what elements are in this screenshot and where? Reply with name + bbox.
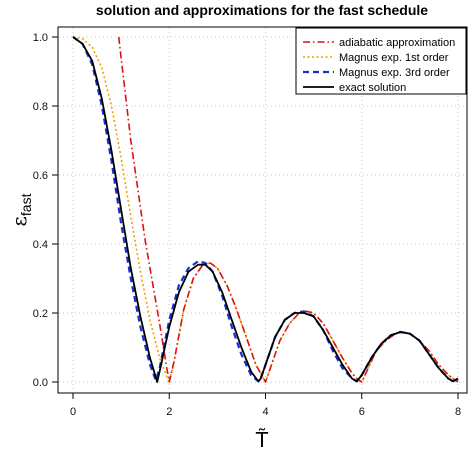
y-tick-label: 0.6 (33, 170, 48, 182)
legend-label: exact solution (339, 82, 406, 94)
x-axis-label: T̃ (255, 428, 269, 452)
y-tick-label: 0.8 (33, 101, 48, 113)
y-axis-subscript: fast (18, 193, 34, 216)
y-tick-label: 0.0 (33, 377, 48, 389)
series-lines (72, 36, 459, 383)
y-axis-symbol: ε (7, 216, 31, 226)
y-tick-label: 0.2 (33, 308, 48, 320)
legend-label: adiabatic approximation (339, 37, 455, 49)
x-tick-label: 0 (70, 406, 76, 418)
y-axis-label-text: εfast (7, 193, 34, 226)
x-tick-label: 6 (359, 406, 365, 418)
y-tick-label: 1.0 (33, 32, 48, 44)
x-tick-label: 4 (262, 406, 268, 418)
legend-label: Magnus exp. 3rd order (339, 67, 450, 79)
legend-label: Magnus exp. 1st order (339, 52, 449, 64)
legend-box (295, 27, 467, 95)
series-line-2 (72, 36, 459, 383)
x-tick-label: 2 (166, 406, 172, 418)
x-axis-label-text: T̃ (255, 428, 269, 452)
y-tick-label: 0.4 (33, 239, 48, 251)
legend: adiabatic approximation Magnus exp. 1st o… (295, 27, 467, 95)
chart-title: solution and approximations for the fast… (96, 2, 428, 18)
series-line-3 (72, 36, 459, 383)
x-tick-label: 8 (455, 406, 461, 418)
y-axis-label: εfast (7, 193, 34, 226)
axes: 0 2 4 6 8 0.0 0.2 0.4 0.6 0.8 1.0 (33, 32, 461, 418)
plot-frame (57, 26, 468, 394)
